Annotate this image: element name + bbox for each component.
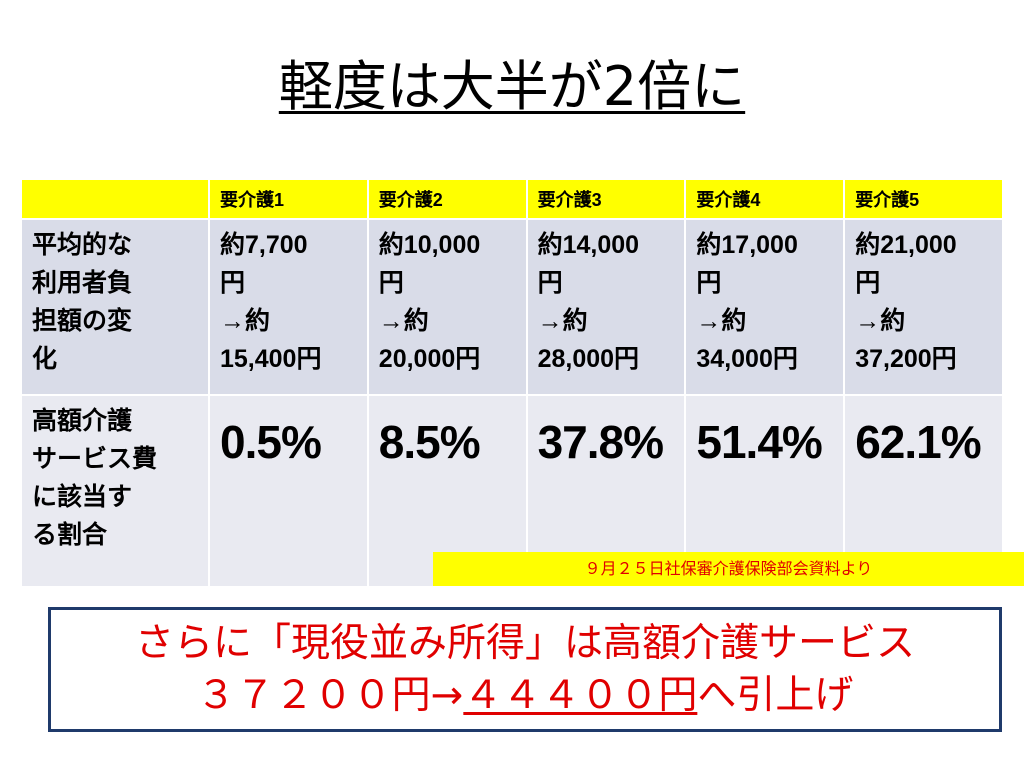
callout-box: さらに「現役並み所得」は高額介護サービス ３７２００円→４４４００円へ引上げ [48,607,1002,732]
row-label-line: 利用者負 [32,269,133,297]
cell-line: 15,400円 [220,345,322,373]
cell-line: 約17,000 [696,231,798,259]
cell-line: 約21,000 [855,231,957,259]
cell-line: 28,000円 [537,345,640,373]
row-label-line: 担額の変 [32,307,133,335]
cell-line: 約7,700 [220,231,308,259]
callout-line-2-pre: ３７２００円→ [196,673,464,718]
row-label-line: サービス費 [32,445,158,473]
row-label-line: 化 [32,345,58,373]
cell-line: 円 [220,269,246,297]
row-label-line: 高額介護 [32,407,133,435]
share-cell-level-1: 0.5% [208,394,369,588]
header-care-level-2: 要介護2 [366,178,528,220]
row-label-line: に該当す [32,483,133,511]
cell-line: 円 [855,269,881,297]
row-label-line: 平均的な [32,231,133,259]
header-care-level-1: 要介護1 [208,178,369,220]
cell-line: →約 [220,307,271,335]
table-header-empty [20,178,210,220]
cell-line: 20,000円 [378,345,481,373]
cell-line: →約 [696,307,747,335]
table-row-burden: 平均的な 利用者負 担額の変 化 約7,700 円 →約 15,400円 約10… [20,218,1004,396]
cell-line: 約10,000 [378,231,481,259]
cell-line: →約 [378,307,429,335]
cell-line: 37,200円 [855,345,957,373]
header-care-level-3: 要介護3 [525,178,687,220]
cell-line: 約14,000 [537,231,640,259]
source-note: ９月２５日社保審介護保険部会資料より [433,552,1024,586]
callout-new-amount: ４４４００円 [463,673,698,718]
table-header-row: 要介護1 要介護2 要介護3 要介護4 要介護5 [20,178,1004,220]
slide-title: 軽度は大半が2倍に [0,52,1024,122]
burden-cell-level-2: 約10,000 円 →約 20,000円 [366,218,528,396]
row-label-share: 高額介護 サービス費 に該当す る割合 [20,394,210,588]
row-label-line: る割合 [32,521,108,549]
cell-line: 円 [696,269,722,297]
cell-line: 円 [378,269,404,297]
care-cost-table: 要介護1 要介護2 要介護3 要介護4 要介護5 平均的な 利用者負 担額の変 … [20,178,1004,588]
row-label-burden: 平均的な 利用者負 担額の変 化 [20,218,210,396]
cell-line: →約 [537,307,588,335]
callout-line-2: ３７２００円→４４４００円へ引上げ [51,670,999,722]
cell-line: 円 [537,269,563,297]
slide-title-text: 軽度は大半が2倍に [278,55,746,118]
cell-line: 34,000円 [696,345,798,373]
callout-line-1: さらに「現役並み所得」は高額介護サービス [134,621,915,666]
callout-line-2-post: へ引上げ [697,673,854,718]
burden-cell-level-4: 約17,000 円 →約 34,000円 [684,218,846,396]
cell-line: →約 [855,307,906,335]
burden-cell-level-1: 約7,700 円 →約 15,400円 [208,218,369,396]
header-care-level-5: 要介護5 [843,178,1004,220]
burden-cell-level-3: 約14,000 円 →約 28,000円 [525,218,687,396]
header-care-level-4: 要介護4 [684,178,846,220]
burden-cell-level-5: 約21,000 円 →約 37,200円 [843,218,1004,396]
